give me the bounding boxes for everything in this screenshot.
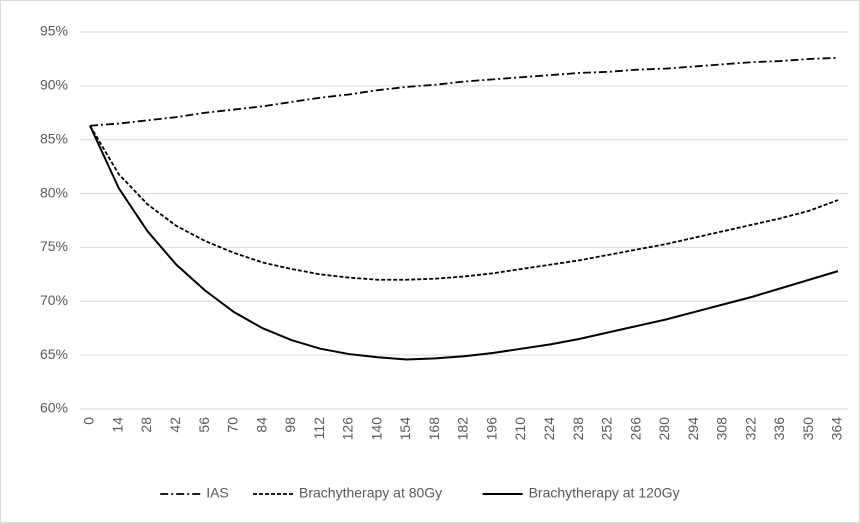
y-tick-label: 65%	[40, 346, 68, 362]
x-tick-label: 56	[196, 417, 212, 433]
x-tick-label: 84	[253, 417, 269, 433]
y-tick-label: 80%	[40, 184, 68, 200]
x-tick-label: 210	[512, 417, 528, 441]
x-tick-label: 140	[368, 417, 384, 441]
x-tick-label: 364	[829, 417, 845, 441]
x-tick-label: 196	[483, 417, 499, 441]
legend-label: Brachytherapy at 80Gy	[299, 485, 442, 501]
x-tick-label: 14	[109, 417, 125, 433]
x-tick-label: 336	[771, 417, 787, 441]
x-tick-label: 252	[599, 417, 615, 441]
x-tick-label: 238	[570, 417, 586, 441]
x-tick-label: 280	[656, 417, 672, 441]
legend-label: IAS	[206, 485, 229, 501]
x-tick-label: 168	[426, 417, 442, 441]
x-tick-label: 322	[742, 417, 758, 441]
line-series	[89, 125, 839, 281]
x-tick-label: 112	[311, 417, 327, 440]
x-tick-label: 308	[714, 417, 730, 441]
line-series	[89, 56, 839, 127]
x-tick-label: 154	[397, 417, 413, 441]
x-tick-label: 294	[685, 417, 701, 441]
y-tick-label: 95%	[40, 23, 68, 39]
y-tick-label: 90%	[40, 77, 68, 93]
legend-label: Brachytherapy at 120Gy	[529, 485, 680, 501]
x-tick-label: 126	[340, 417, 356, 441]
x-tick-label: 70	[225, 417, 241, 433]
x-tick-label: 28	[138, 417, 154, 433]
x-tick-label: 224	[541, 417, 557, 441]
y-tick-label: 75%	[40, 238, 68, 254]
y-tick-label: 60%	[40, 400, 68, 416]
x-tick-label: 42	[167, 417, 183, 433]
x-tick-label: 182	[455, 417, 471, 441]
x-tick-label: 0	[81, 417, 97, 425]
x-tick-label: 266	[627, 417, 643, 441]
y-tick-label: 70%	[40, 292, 68, 308]
line-series	[89, 125, 839, 361]
x-tick-label: 98	[282, 417, 298, 433]
x-tick-label: 350	[800, 417, 816, 441]
y-tick-label: 85%	[40, 130, 68, 146]
